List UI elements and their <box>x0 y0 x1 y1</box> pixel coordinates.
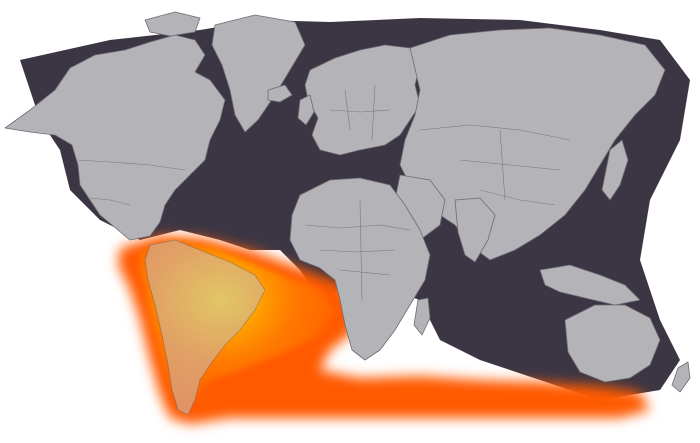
india <box>454 197 496 263</box>
japan <box>601 139 629 201</box>
greenland <box>211 14 306 133</box>
southeast-asia-islands <box>539 264 641 306</box>
new-zealand <box>671 361 691 393</box>
madagascar <box>413 297 431 336</box>
great-britain <box>297 94 315 126</box>
north-america <box>4 34 226 241</box>
usa-canada-border <box>77 159 186 171</box>
australia <box>564 304 661 383</box>
usa-mexico-border <box>89 197 131 206</box>
europe <box>304 44 421 156</box>
iceland <box>267 84 293 103</box>
south-america <box>144 239 266 416</box>
africa <box>289 177 431 361</box>
asia-borders <box>419 124 571 206</box>
europe-borders <box>329 84 391 141</box>
arctic-islands <box>144 11 201 37</box>
africa-borders <box>304 199 411 301</box>
